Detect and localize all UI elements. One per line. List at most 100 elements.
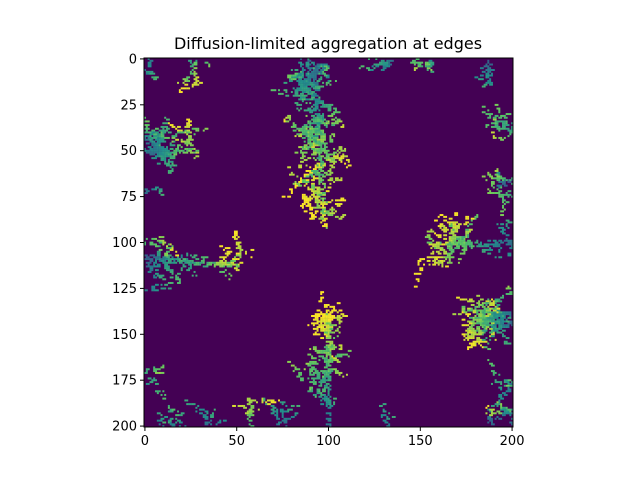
heatmap-cell bbox=[472, 329, 475, 332]
heatmap-cell bbox=[186, 129, 189, 132]
heatmap-cell bbox=[327, 315, 330, 317]
heatmap-cell bbox=[340, 355, 343, 358]
heatmap-cell bbox=[162, 287, 165, 290]
heatmap-cell bbox=[384, 67, 387, 70]
heatmap-cell bbox=[289, 80, 292, 83]
heatmap-cell bbox=[167, 136, 170, 139]
heatmap-cell bbox=[489, 327, 492, 330]
heatmap-cell bbox=[487, 245, 490, 248]
heatmap-cell bbox=[178, 419, 181, 422]
heatmap-cell bbox=[309, 91, 312, 94]
heatmap-cell bbox=[340, 344, 343, 347]
heatmap-cell bbox=[219, 245, 222, 248]
heatmap-cell bbox=[487, 348, 490, 351]
heatmap-cell bbox=[503, 232, 506, 235]
heatmap-cell bbox=[156, 390, 159, 393]
heatmap-cell bbox=[331, 208, 334, 211]
heatmap-cell bbox=[283, 410, 286, 413]
heatmap-cell bbox=[314, 171, 317, 174]
heatmap-cell bbox=[476, 327, 479, 330]
heatmap-cell bbox=[333, 212, 336, 215]
heatmap-cell bbox=[501, 199, 504, 202]
heatmap-cell bbox=[322, 215, 325, 218]
heatmap-cell bbox=[189, 254, 192, 257]
heatmap-cell bbox=[320, 158, 323, 161]
heatmap-cell bbox=[153, 133, 156, 136]
heatmap-cell bbox=[158, 245, 161, 248]
heatmap-cell bbox=[283, 120, 286, 123]
heatmap-cell bbox=[164, 116, 167, 119]
heatmap-cell bbox=[421, 65, 424, 68]
heatmap-cell bbox=[290, 190, 293, 193]
heatmap-cell bbox=[511, 423, 514, 426]
heatmap-cell bbox=[322, 210, 325, 213]
heatmap-cell bbox=[222, 256, 225, 259]
heatmap-cell bbox=[487, 65, 490, 68]
heatmap-cell bbox=[188, 267, 191, 270]
heatmap-cell bbox=[496, 404, 499, 407]
heatmap-cell bbox=[320, 217, 323, 220]
heatmap-cell bbox=[155, 258, 157, 261]
heatmap-cell bbox=[336, 215, 339, 218]
heatmap-cell bbox=[478, 309, 481, 312]
heatmap-cell bbox=[307, 188, 310, 191]
heatmap-cell bbox=[325, 371, 328, 374]
heatmap-cell bbox=[314, 169, 317, 172]
heatmap-cell bbox=[432, 230, 435, 233]
heatmap-cell bbox=[285, 419, 288, 422]
heatmap-cell bbox=[323, 118, 326, 121]
heatmap-cell bbox=[457, 236, 460, 239]
heatmap-cell bbox=[316, 204, 319, 207]
heatmap-cell bbox=[307, 203, 310, 206]
heatmap-cell bbox=[325, 210, 328, 213]
heatmap-cell bbox=[311, 388, 314, 391]
heatmap-cell bbox=[340, 313, 343, 316]
heatmap-cell bbox=[241, 261, 244, 264]
heatmap-cell bbox=[336, 353, 339, 356]
heatmap-cell bbox=[164, 158, 167, 161]
heatmap-cell bbox=[287, 114, 290, 117]
heatmap-cell bbox=[219, 270, 222, 273]
heatmap-cell bbox=[312, 149, 315, 152]
heatmap-cell bbox=[147, 63, 150, 66]
heatmap-cell bbox=[342, 153, 345, 156]
heatmap-cell bbox=[483, 340, 486, 343]
heatmap-cell bbox=[155, 245, 157, 248]
heatmap-cell bbox=[289, 173, 292, 176]
heatmap-cell bbox=[309, 212, 312, 215]
heatmap-cell bbox=[173, 140, 176, 143]
heatmap-cell bbox=[452, 248, 455, 251]
heatmap-cell bbox=[487, 311, 490, 314]
heatmap-cell bbox=[219, 265, 222, 268]
heatmap-cell bbox=[298, 74, 301, 77]
heatmap-cell bbox=[373, 67, 376, 70]
heatmap-cell bbox=[186, 138, 189, 141]
heatmap-cell bbox=[311, 125, 314, 128]
heatmap-cell bbox=[311, 173, 314, 176]
heatmap-cell bbox=[454, 221, 457, 224]
heatmap-cell bbox=[160, 236, 163, 239]
heatmap-cell bbox=[329, 355, 332, 358]
heatmap-cell bbox=[298, 373, 301, 376]
heatmap-cell bbox=[145, 254, 148, 257]
heatmap-cell bbox=[314, 316, 317, 319]
heatmap-cell bbox=[300, 157, 303, 160]
heatmap-cell bbox=[307, 204, 310, 207]
heatmap-cell bbox=[314, 206, 317, 209]
heatmap-cell bbox=[338, 302, 341, 305]
heatmap-cell bbox=[178, 278, 181, 281]
heatmap-cell bbox=[233, 404, 236, 407]
heatmap-cell bbox=[441, 243, 444, 246]
heatmap-cell bbox=[465, 223, 468, 226]
heatmap-cell bbox=[503, 203, 506, 206]
heatmap-cell bbox=[465, 241, 468, 244]
heatmap-cell bbox=[481, 85, 484, 88]
heatmap-cell bbox=[325, 151, 328, 154]
heatmap-cell bbox=[325, 153, 328, 156]
heatmap-cell bbox=[311, 366, 314, 369]
heatmap-cell bbox=[503, 406, 506, 409]
heatmap-cell bbox=[323, 320, 326, 323]
heatmap-cell bbox=[320, 131, 323, 134]
heatmap-cell bbox=[498, 393, 501, 396]
heatmap-cell bbox=[345, 373, 348, 376]
